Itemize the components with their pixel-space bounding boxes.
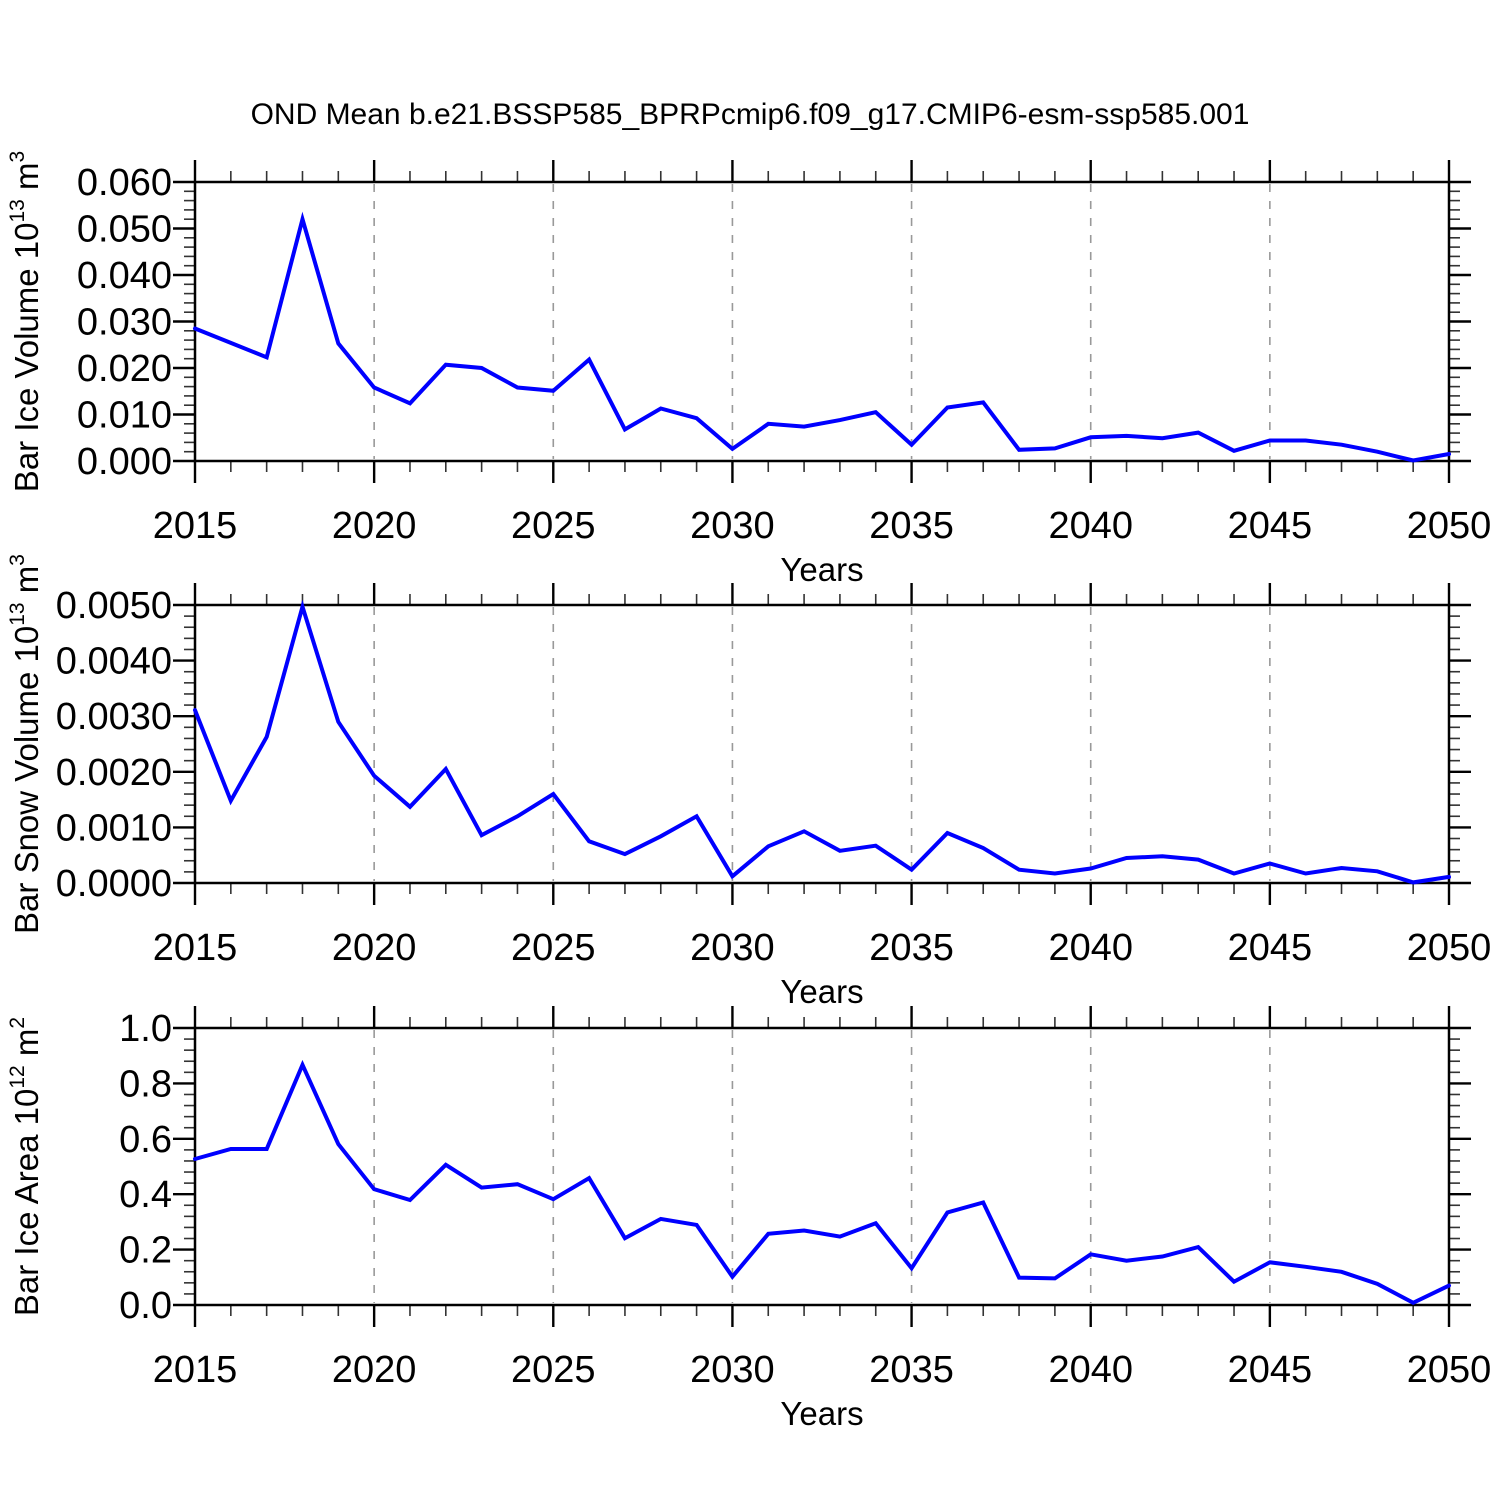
x-tick-label-ice-area-2050: 2050 bbox=[1407, 1349, 1492, 1391]
data-line-ice-area bbox=[193, 1059, 1451, 1306]
x-tick-label-ice-volume-2020: 2020 bbox=[332, 505, 417, 547]
y-tick-label-ice-area-1: 0.2 bbox=[119, 1230, 172, 1272]
x-tick-label-snow-volume-2035: 2035 bbox=[869, 927, 954, 969]
y-tick-label-snow-volume-2: 0.0020 bbox=[56, 752, 172, 794]
x-tick-label-ice-volume-2040: 2040 bbox=[1048, 505, 1133, 547]
x-axis-title-panel1: Years bbox=[780, 551, 863, 588]
y-tick-label-snow-volume-0: 0.0000 bbox=[56, 863, 172, 905]
y-tick-label-snow-volume-4: 0.0040 bbox=[56, 641, 172, 683]
y-axis-title-ice-area: Bar Ice Area 1012 m2 bbox=[6, 1017, 45, 1316]
y-tick-label-snow-volume-3: 0.0030 bbox=[56, 696, 172, 738]
y-tick-label-ice-volume-1: 0.010 bbox=[77, 395, 172, 437]
plot-frame-ice-area bbox=[193, 1026, 1451, 1307]
panels-group: 2015 2020 2025 2030 2035 2040 2045 20500.0000.0… bbox=[6, 151, 1491, 1391]
panel-snow-volume: 2015 2020 2025 2030 2035 2040 2045 2050 0.0000 0.… bbox=[6, 554, 1491, 969]
x-tick-label-snow-volume-2015: 2015 bbox=[153, 927, 238, 969]
x-axis-title-panel3: Years bbox=[780, 1395, 863, 1432]
x-tick-label-ice-area-2020: 2020 bbox=[332, 1349, 417, 1391]
chart-title: OND Mean b.e21.BSSP585_BPRPcmip6.f09_g17… bbox=[251, 98, 1250, 131]
x-tick-label-ice-volume-2025: 2025 bbox=[511, 505, 596, 547]
y-tick-label-ice-area-0: 0.0 bbox=[119, 1285, 172, 1327]
x-tick-label-ice-area-2015: 2015 bbox=[153, 1349, 238, 1391]
y-tick-label-ice-area-5: 1.0 bbox=[119, 1008, 172, 1050]
plot-frame-snow-volume bbox=[193, 603, 1451, 885]
x-axis-title-panel2: Years bbox=[780, 973, 863, 1010]
x-tick-label-ice-area-2025: 2025 bbox=[511, 1349, 596, 1391]
y-tick-label-ice-area-4: 0.8 bbox=[119, 1063, 172, 1105]
x-tick-label-ice-volume-2035: 2035 bbox=[869, 505, 954, 547]
y-tick-label-ice-volume-3: 0.030 bbox=[77, 302, 172, 344]
x-tick-label-ice-volume-2015: 2015 bbox=[153, 505, 238, 547]
y-tick-label-ice-area-2: 0.4 bbox=[119, 1174, 172, 1216]
x-tick-label-snow-volume-2045: 2045 bbox=[1228, 927, 1313, 969]
x-tick-label-snow-volume-2050: 2050 bbox=[1407, 927, 1492, 969]
y-tick-label-ice-volume-0: 0.000 bbox=[77, 441, 172, 483]
x-tick-label-ice-volume-2045: 2045 bbox=[1228, 505, 1313, 547]
y-tick-label-ice-volume-2: 0.020 bbox=[77, 348, 172, 390]
y-axis-title-ice-volume: Bar Ice Volume 1013 m3 bbox=[6, 151, 45, 492]
panel-ice-volume: 2015 2020 2025 2030 2035 2040 2045 20500.0000.0… bbox=[6, 151, 1491, 547]
y-axis-title-snow-volume: Bar Snow Volume 1013 m3 bbox=[6, 554, 45, 934]
panel-ice-area: 2015 2020 2025 2030 2035 2040 2045 2050 0.0 0.2 0.… bbox=[6, 1006, 1491, 1391]
y-tick-label-ice-volume-6: 0.060 bbox=[77, 162, 172, 204]
x-tick-label-ice-area-2045: 2045 bbox=[1228, 1349, 1313, 1391]
x-tick-label-ice-volume-2050: 2050 bbox=[1407, 505, 1492, 547]
x-tick-label-snow-volume-2025: 2025 bbox=[511, 927, 596, 969]
y-tick-label-ice-volume-4: 0.040 bbox=[77, 255, 172, 297]
y-tick-label-ice-area-3: 0.6 bbox=[119, 1119, 172, 1161]
x-tick-label-snow-volume-2020: 2020 bbox=[332, 927, 417, 969]
data-line-snow-volume bbox=[193, 599, 1451, 885]
x-tick-label-ice-area-2040: 2040 bbox=[1048, 1349, 1133, 1391]
y-tick-label-snow-volume-1: 0.0010 bbox=[56, 807, 172, 849]
x-tick-label-snow-volume-2040: 2040 bbox=[1048, 927, 1133, 969]
x-tick-label-ice-volume-2030: 2030 bbox=[690, 505, 775, 547]
plot-frame-ice-volume bbox=[193, 180, 1451, 463]
x-tick-label-ice-area-2035: 2035 bbox=[869, 1349, 954, 1391]
x-tick-label-snow-volume-2030: 2030 bbox=[690, 927, 775, 969]
y-tick-label-snow-volume-5: 0.0050 bbox=[56, 585, 172, 627]
data-line-ice-volume bbox=[193, 211, 1451, 463]
y-tick-label-ice-volume-5: 0.050 bbox=[77, 209, 172, 251]
x-tick-label-ice-area-2030: 2030 bbox=[690, 1349, 775, 1391]
